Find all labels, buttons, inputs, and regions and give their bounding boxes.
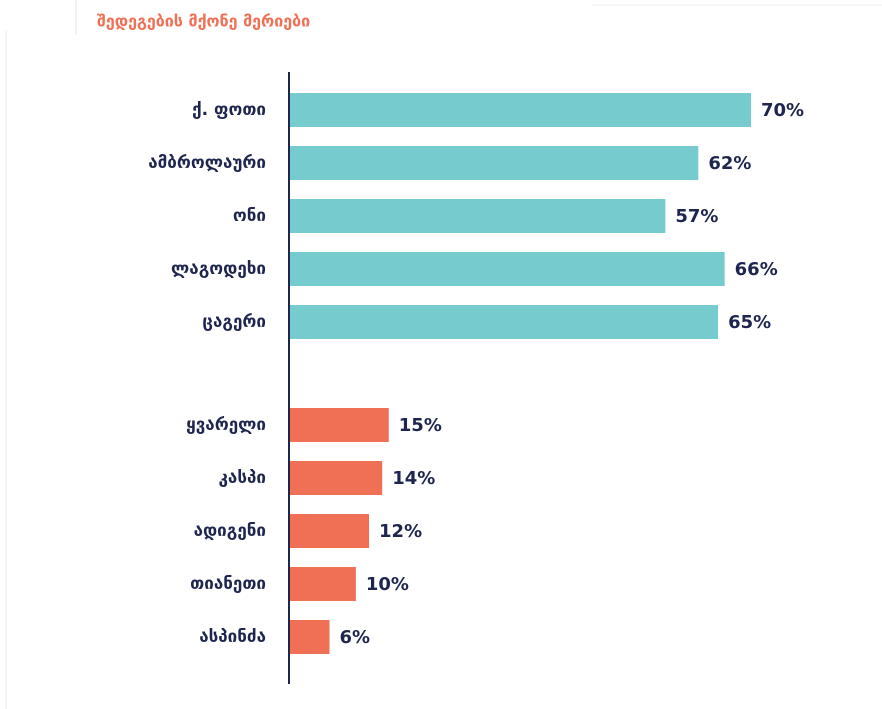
value-label: 62% <box>708 153 751 174</box>
category-label: ლაგოდეხი <box>171 259 266 279</box>
value-label: 66% <box>735 259 778 280</box>
bar <box>290 620 330 654</box>
bar <box>290 146 699 180</box>
category-label: ასპინძა <box>199 627 266 647</box>
bar <box>290 461 383 495</box>
category-label: ონი <box>233 206 266 226</box>
value-label: 70% <box>761 100 804 121</box>
chart-title: შედეგების მქონე მერიები <box>97 12 310 31</box>
bar <box>290 567 356 601</box>
bar <box>290 305 719 339</box>
value-label: 14% <box>392 468 435 489</box>
category-label: ქ. ფოთი <box>192 100 266 120</box>
category-label: კასპი <box>218 468 266 488</box>
category-label: ადიგენი <box>194 521 266 541</box>
value-label: 15% <box>399 415 442 436</box>
value-label: 12% <box>379 521 422 542</box>
value-label: 57% <box>675 206 718 227</box>
category-label: თიანეთი <box>190 574 266 594</box>
bar <box>290 93 751 127</box>
bar <box>290 199 666 233</box>
category-label: ცაგერი <box>202 312 266 332</box>
value-label: 10% <box>366 574 409 595</box>
value-label: 6% <box>340 627 371 648</box>
bar <box>290 514 370 548</box>
category-label: ამბროლაური <box>148 153 266 173</box>
bar <box>290 252 725 286</box>
value-label: 65% <box>728 312 771 333</box>
category-label: ყვარელი <box>186 415 266 435</box>
bar <box>290 408 389 442</box>
